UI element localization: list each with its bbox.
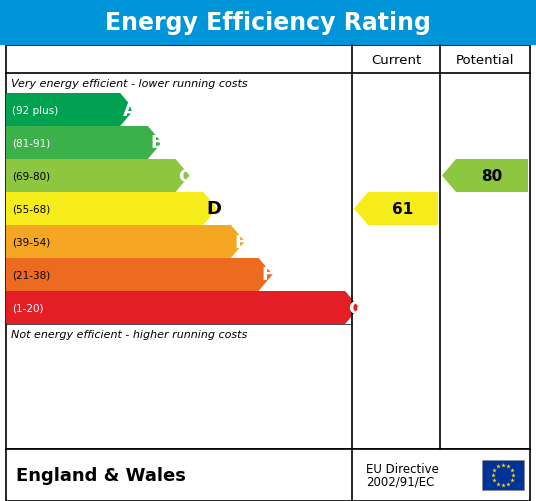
Polygon shape (354, 192, 438, 225)
Polygon shape (6, 192, 217, 225)
Bar (482, 460, 524, 490)
Text: Very energy efficient - lower running costs: Very energy efficient - lower running co… (11, 79, 248, 89)
Text: Energy Efficiency Rating: Energy Efficiency Rating (105, 11, 431, 35)
Text: F: F (262, 266, 274, 284)
Text: England & Wales: England & Wales (16, 466, 186, 484)
Text: C: C (178, 167, 192, 185)
Text: (21-38): (21-38) (12, 270, 50, 280)
Bar (0, 0, 536, 46)
Text: E: E (234, 233, 246, 251)
Bar (6, 449, 530, 501)
Text: (55-68): (55-68) (12, 204, 50, 214)
Text: G: G (348, 299, 363, 317)
Text: D: D (206, 200, 221, 218)
Text: A: A (123, 101, 137, 119)
Text: (39-54): (39-54) (12, 237, 50, 247)
Bar (6, 46, 530, 449)
Polygon shape (442, 160, 528, 192)
Text: EU Directive: EU Directive (366, 462, 439, 475)
Text: 61: 61 (392, 201, 414, 216)
Text: B: B (151, 134, 165, 152)
Text: 80: 80 (481, 169, 503, 184)
Text: 2002/91/EC: 2002/91/EC (366, 474, 434, 487)
Text: (69-80): (69-80) (12, 171, 50, 181)
Text: (81-91): (81-91) (12, 138, 50, 148)
Text: Potential: Potential (456, 54, 514, 66)
Polygon shape (6, 292, 359, 324)
Text: Not energy efficient - higher running costs: Not energy efficient - higher running co… (11, 329, 247, 339)
Polygon shape (6, 259, 273, 292)
Text: (92 plus): (92 plus) (12, 105, 58, 115)
Text: Current: Current (371, 54, 421, 66)
Polygon shape (6, 225, 245, 259)
Polygon shape (6, 94, 134, 127)
Text: (1-20): (1-20) (12, 303, 43, 313)
Polygon shape (6, 160, 190, 192)
Polygon shape (6, 127, 162, 160)
